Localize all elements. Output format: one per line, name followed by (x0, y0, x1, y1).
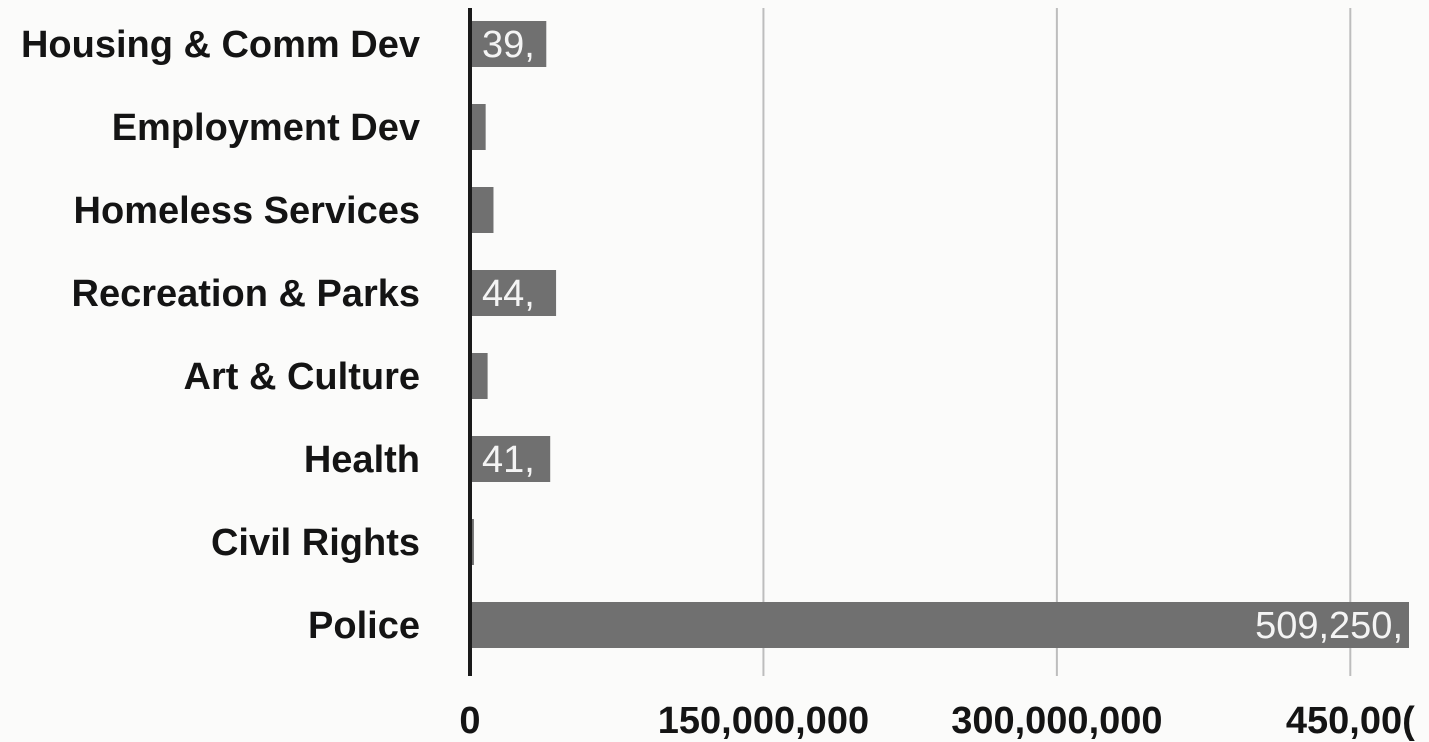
data-label-0: 39, (482, 24, 535, 66)
bar-2 (470, 187, 494, 233)
x-tick-label-1: 150,000,000 (658, 700, 869, 742)
category-label-5: Health (304, 439, 420, 481)
category-label-3: Recreation & Parks (72, 273, 421, 315)
gridlines (762, 8, 1352, 676)
category-label-1: Employment Dev (112, 107, 420, 149)
bar-3 (470, 270, 557, 316)
bar-7 (470, 602, 1409, 648)
bar-4 (470, 353, 488, 399)
category-label-0: Housing & Comm Dev (21, 24, 420, 66)
bars (470, 21, 1409, 648)
category-label-4: Art & Culture (184, 356, 420, 398)
data-label-5: 41, (482, 439, 535, 481)
labels: 0 150,000,000 300,000,000 450,00( Housing & … (21, 24, 1415, 742)
data-label-3: 44, (482, 273, 535, 315)
bar-1 (470, 104, 486, 150)
category-label-2: Homeless Services (74, 190, 420, 232)
bar-5 (470, 436, 551, 482)
category-label-7: Police (308, 605, 420, 647)
category-label-6: Civil Rights (211, 522, 420, 564)
data-label-7: 509,250, (1255, 605, 1403, 647)
x-tick-label-3: 450,00( (1286, 700, 1415, 742)
bar-0 (470, 21, 547, 67)
x-tick-label-2: 300,000,000 (951, 700, 1162, 742)
x-tick-label-0: 0 (459, 700, 480, 742)
